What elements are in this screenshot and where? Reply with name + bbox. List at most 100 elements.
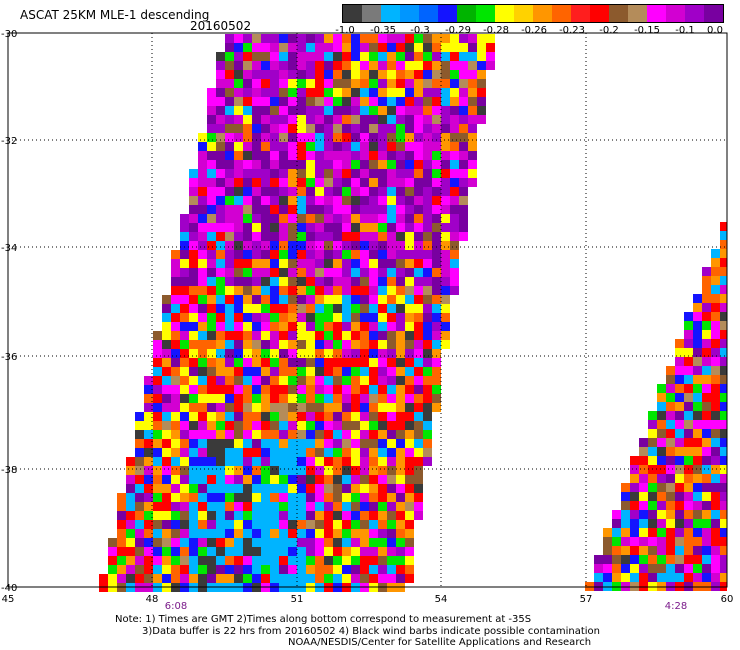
swath-cell <box>297 493 306 502</box>
swath-cell <box>333 457 342 466</box>
swath-cell <box>351 511 360 520</box>
swath-cell <box>198 430 207 439</box>
swath-cell <box>450 196 459 205</box>
swath-cell <box>252 457 261 466</box>
swath-cell <box>360 169 369 178</box>
swath-cell <box>162 457 171 466</box>
swath-cell <box>720 411 727 420</box>
swath-cell <box>324 385 333 394</box>
swath-cell <box>306 178 315 187</box>
swath-cell <box>270 331 279 340</box>
swath-cell <box>288 196 297 205</box>
swath-cell <box>711 420 720 429</box>
swath-cell <box>333 277 342 286</box>
swath-cell <box>279 502 288 511</box>
swath-cell <box>684 483 693 492</box>
swath-cell <box>189 322 198 331</box>
swath-cell <box>720 465 727 474</box>
swath-cell <box>423 196 432 205</box>
swath-cell <box>369 286 378 295</box>
swath-cell <box>351 565 360 574</box>
swath-cell <box>198 520 207 529</box>
swath-cell <box>414 259 423 268</box>
swath-cell <box>126 475 135 484</box>
swath-cell <box>360 286 369 295</box>
swath-cell <box>297 286 306 295</box>
swath-cell <box>378 187 387 196</box>
swath-cell <box>396 88 405 97</box>
swath-cell <box>441 124 450 133</box>
swath-cell <box>324 115 333 124</box>
swath-cell <box>288 430 297 439</box>
swath-cell <box>279 547 288 556</box>
swath-cell <box>648 573 657 582</box>
swath-cell <box>198 214 207 223</box>
swath-cell <box>360 376 369 385</box>
swath-cell <box>171 466 180 475</box>
swath-cell <box>657 546 666 555</box>
swath-cell <box>477 115 486 124</box>
swath-cell <box>153 448 162 457</box>
swath-cell <box>360 340 369 349</box>
swath-cell <box>378 439 387 448</box>
swath-cell <box>666 402 675 411</box>
swath-cell <box>180 493 189 502</box>
swath-cell <box>297 511 306 520</box>
swath-cell <box>270 358 279 367</box>
swath-cell <box>243 52 252 61</box>
swath-cell <box>198 223 207 232</box>
swath-cell <box>432 151 441 160</box>
swath-cell <box>342 412 351 421</box>
swath-cell <box>351 520 360 529</box>
swath-cell <box>684 321 693 330</box>
swath-cell <box>198 277 207 286</box>
swath-cell <box>180 385 189 394</box>
swath-cell <box>180 484 189 493</box>
swath-cell <box>423 385 432 394</box>
swath-cell <box>351 70 360 79</box>
swath-cell <box>405 430 414 439</box>
swath-cell <box>297 187 306 196</box>
swath-cell <box>432 97 441 106</box>
swath-cell <box>162 376 171 385</box>
swath-cell <box>351 151 360 160</box>
swath-cell <box>171 484 180 493</box>
swath-cell <box>279 322 288 331</box>
swath-cell <box>216 340 225 349</box>
swath-cell <box>693 447 702 456</box>
colorbar-swatch <box>666 5 685 22</box>
swath-cell <box>477 106 486 115</box>
swath-cell <box>189 403 198 412</box>
swath-cell <box>315 331 324 340</box>
swath-cell <box>396 439 405 448</box>
swath-cell <box>288 124 297 133</box>
grid-lines <box>8 33 727 587</box>
swath-cell <box>117 511 126 520</box>
swath-cell <box>270 412 279 421</box>
swath-cell <box>423 331 432 340</box>
swath-cell <box>234 439 243 448</box>
swath-cell <box>369 493 378 502</box>
swath-cell <box>288 457 297 466</box>
swath-cell <box>306 448 315 457</box>
swath-cell <box>279 34 288 43</box>
swath-cell <box>243 61 252 70</box>
swath-cell <box>270 466 279 475</box>
swath-cell <box>306 295 315 304</box>
swath-cell <box>342 70 351 79</box>
swath-cell <box>279 250 288 259</box>
swath-cell <box>261 223 270 232</box>
swath-cell <box>306 304 315 313</box>
swath-cell <box>702 483 711 492</box>
swath-cell <box>639 456 648 465</box>
swath-cell <box>324 160 333 169</box>
swath-cell <box>306 115 315 124</box>
swath-cell <box>315 70 324 79</box>
swath-cell <box>360 421 369 430</box>
swath-cell <box>369 79 378 88</box>
swath-cell <box>198 259 207 268</box>
swath-cell <box>270 250 279 259</box>
swath-cell <box>360 160 369 169</box>
swath-cell <box>396 574 405 583</box>
swath-cell <box>315 151 324 160</box>
